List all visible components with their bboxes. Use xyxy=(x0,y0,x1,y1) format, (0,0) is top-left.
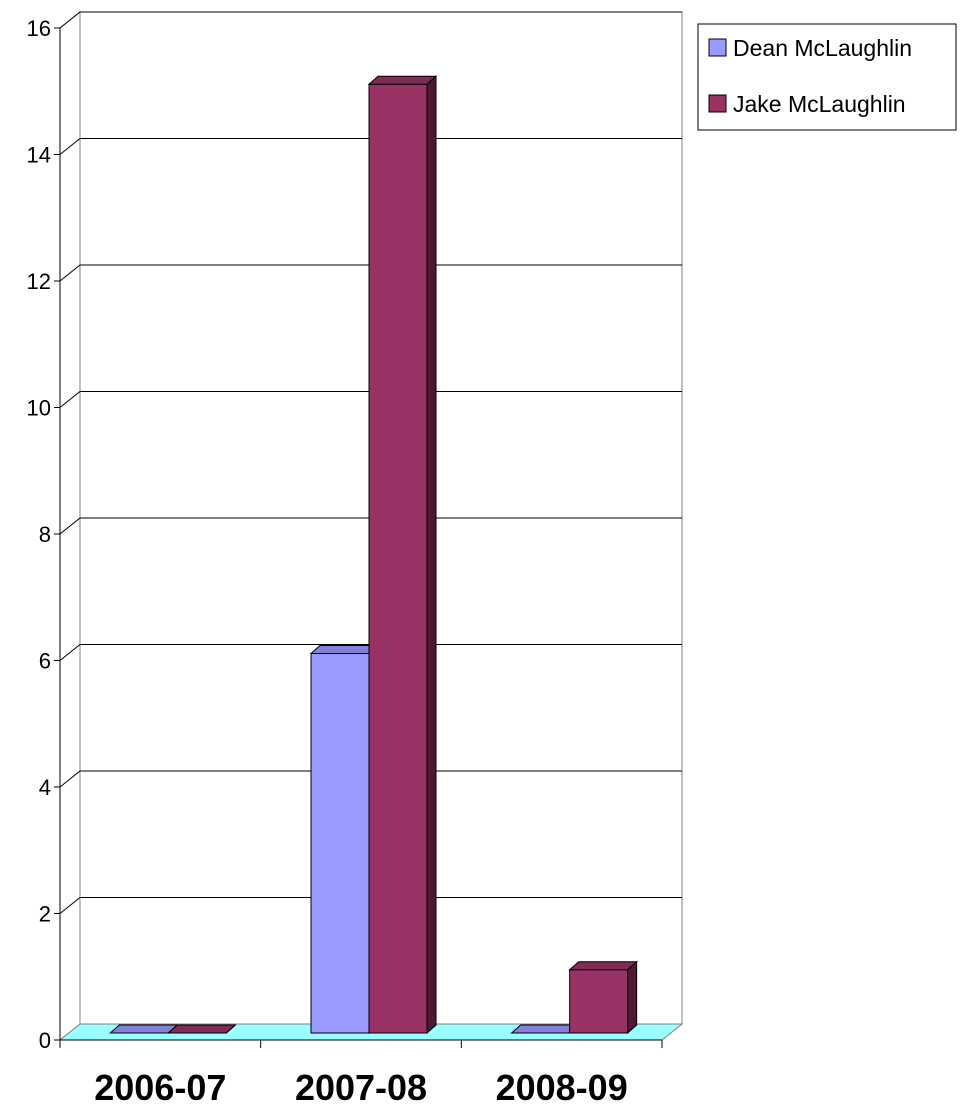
gridlines xyxy=(59,11,682,914)
gridline-7 xyxy=(59,138,682,155)
bar-top-0-1 xyxy=(167,1024,237,1034)
bar-side-1-1 xyxy=(426,75,437,1035)
bar-1-1 xyxy=(367,75,438,1035)
bar-top-2-0 xyxy=(510,1024,580,1034)
x-axis-labels: 2006-07 2007-08 2008-09 xyxy=(94,1067,627,1108)
bar-side-0-1 xyxy=(226,1024,236,1034)
gridline-2 xyxy=(59,770,682,788)
bar-top-1-1 xyxy=(367,75,438,85)
y-tick-label-7: 14 xyxy=(27,143,51,168)
bar-top-1-0 xyxy=(309,645,380,654)
bar-top-0-0 xyxy=(109,1024,179,1034)
y-tick-label-1: 2 xyxy=(39,902,51,927)
gridline-1 xyxy=(59,897,682,914)
bar-2-1 xyxy=(568,960,638,1035)
x-tick-label-1: 2007-08 xyxy=(295,1067,427,1108)
legend-box xyxy=(697,23,957,131)
bar-0-0 xyxy=(109,1024,179,1034)
bar-2-0 xyxy=(510,1024,580,1034)
gridline-5 xyxy=(59,391,682,408)
y-tick-label-2: 4 xyxy=(39,775,51,800)
y-tick-label-4: 8 xyxy=(39,522,51,547)
legend-swatch-dean xyxy=(708,38,727,57)
bar-front-1-0 xyxy=(310,653,370,1034)
bars xyxy=(109,75,638,1035)
x-tick-label-2: 2008-09 xyxy=(496,1067,628,1108)
bar-top-2-1 xyxy=(568,961,638,971)
legend-label-jake: Jake McLaughlin xyxy=(733,91,906,117)
bar-0-1 xyxy=(167,1024,237,1034)
y-tick-label-0: 0 xyxy=(39,1028,51,1053)
gridline-8 xyxy=(59,11,682,29)
legend-swatch-jake xyxy=(708,94,727,113)
y-tick-label-6: 12 xyxy=(27,269,51,294)
gridline-3 xyxy=(59,644,682,661)
y-tick-label-5: 10 xyxy=(27,396,51,421)
y-tick-label-3: 6 xyxy=(39,649,51,674)
legend-label-dean: Dean McLaughlin xyxy=(733,35,912,61)
y-axis-ticks: 0 2 4 6 8 10 12 14 16 xyxy=(27,16,60,1053)
legend: Dean McLaughlin Jake McLaughlin xyxy=(697,23,957,131)
bar-front-2-1 xyxy=(569,969,629,1034)
gridline-6 xyxy=(59,264,682,282)
x-tick-label-0: 2006-07 xyxy=(94,1067,226,1108)
bar-side-2-1 xyxy=(627,960,638,1035)
bar-1-0 xyxy=(309,644,380,1035)
bar-front-1-1 xyxy=(368,83,428,1034)
y-tick-label-8: 16 xyxy=(27,16,51,41)
gridline-4 xyxy=(59,517,682,535)
